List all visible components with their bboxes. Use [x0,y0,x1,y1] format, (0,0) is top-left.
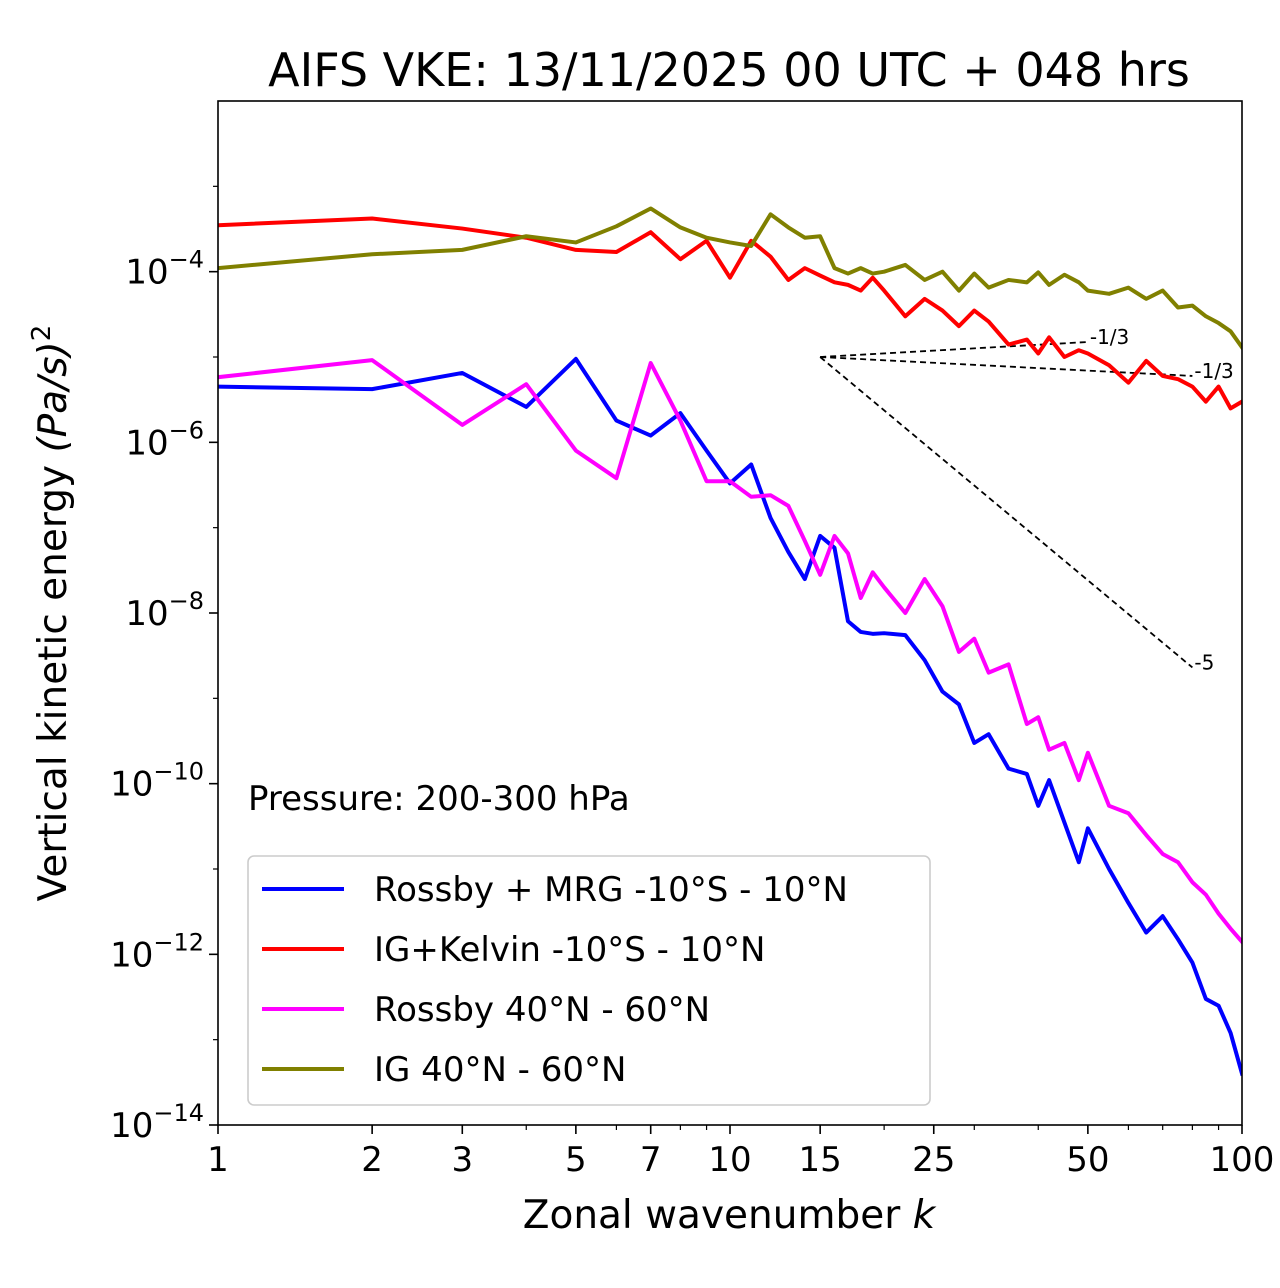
y-tick-exponent: −6 [169,416,204,444]
y-tick-label: 10−6 [125,416,204,463]
legend-label: IG+Kelvin -10°S - 10°N [374,930,765,970]
y-tick-label: 10−14 [110,1099,204,1146]
reference-slope-label: -1/3 [1194,359,1233,383]
y-tick-mantissa: 10 [110,935,153,975]
y-tick-label: 10−10 [110,758,204,805]
y-tick-mantissa: 10 [110,1106,153,1146]
plot-frame [217,100,1243,1126]
y-tick-mantissa: 10 [125,253,168,293]
x-tick-label: 15 [799,1140,842,1180]
x-tick-label: 3 [451,1140,473,1180]
x-tick-label: 2 [361,1140,383,1180]
y-tick-exponent: −10 [153,758,204,786]
y-tick-mantissa: 10 [125,594,168,634]
series-line-3 [218,206,1242,351]
legend: Rossby + MRG -10°S - 10°N IG+Kelvin -10°S… [247,855,931,1106]
pressure-annotation: Pressure: 200-300 hPa [248,779,630,819]
x-axis-label: Zonal wavenumber k [523,1193,937,1238]
y-tick-label: 10−12 [110,928,204,975]
y-tick-mantissa: 10 [125,423,168,463]
reference-slope-line [820,356,1193,377]
legend-label: IG 40°N - 60°N [374,1050,626,1090]
y-tick-exponent: −4 [169,246,204,274]
legend-frame [247,855,931,1106]
y-axis-label: Vertical kinetic energy (Pa/s)2 [27,325,76,902]
x-tick-label: 5 [565,1140,587,1180]
y-tick-exponent: −8 [169,587,204,615]
y-tick-mantissa: 10 [110,765,153,805]
x-tick-label: 10 [708,1140,751,1180]
plot-area: 1 2 3 5 7 10 15 25 50 10010−1410−1210−1010−810−61… [110,100,1275,1180]
reference-slope-line [819,356,1193,669]
legend-label: Rossby + MRG -10°S - 10°N [374,870,848,910]
y-tick-label: 10−4 [125,246,204,293]
axis-ticks: 1 2 3 5 7 10 15 25 50 10010−1410−1210−1010−810−61… [110,185,1275,1180]
series-line-2 [218,358,1242,945]
reference-slope-label: -5 [1194,650,1214,674]
x-tick-label: 1 [207,1140,229,1180]
reference-slope-label: -1/3 [1090,325,1129,349]
y-tick-label: 10−8 [125,587,204,634]
x-tick-label: 25 [912,1140,955,1180]
series-line-1 [218,216,1242,411]
chart-title: AIFS VKE: 13/11/2025 00 UTC + 048 hrs [268,43,1190,97]
y-tick-exponent: −12 [153,928,204,956]
x-tick-label: 50 [1066,1140,1109,1180]
x-tick-label: 7 [640,1140,662,1180]
y-tick-exponent: −14 [153,1099,204,1127]
legend-label: Rossby 40°N - 60°N [374,990,710,1030]
x-tick-label: 100 [1210,1140,1275,1180]
reference-slopes: -1/3 -1/3 -5 [819,325,1234,674]
data-series [218,206,1242,1077]
series-line-0 [218,356,1242,1077]
